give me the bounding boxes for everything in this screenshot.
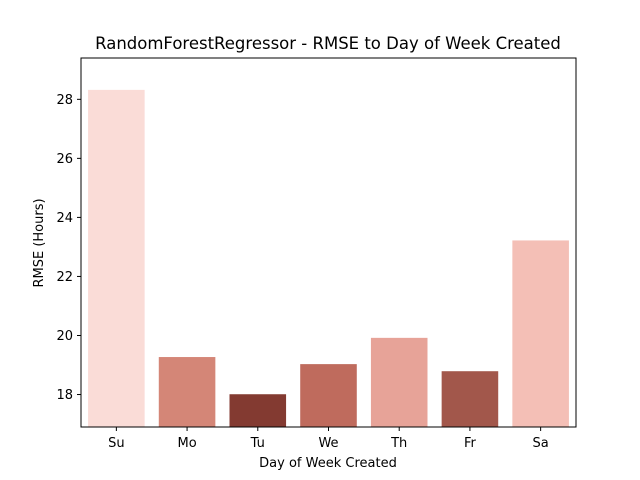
y-tick-label: 26 (56, 152, 73, 167)
x-tick-label: Fr (464, 436, 477, 451)
bar-we (300, 364, 357, 427)
bar-th (370, 337, 428, 427)
plot-frame (80, 57, 577, 428)
x-tick-label: Su (108, 436, 125, 451)
x-tick-label: Mo (177, 436, 196, 451)
y-tick-label: 24 (56, 211, 73, 226)
y-tick-label: 28 (56, 93, 73, 108)
bar-tu (229, 394, 287, 427)
bar-su (88, 89, 145, 428)
y-tick-label: 22 (56, 270, 73, 285)
bar-fr (441, 371, 499, 427)
bar-mo (158, 357, 216, 427)
x-tick-label: Th (390, 436, 407, 451)
y-tick-label: 20 (56, 329, 73, 344)
x-tick-label: Tu (250, 436, 265, 451)
plot-area: Su Mo Tu We Th Fr Sa 18 20 22 24 26 28 (56, 57, 577, 451)
x-axis-label: Day of Week Created (259, 456, 397, 471)
chart-title: RandomForestRegressor - RMSE to Day of W… (95, 34, 561, 53)
y-tick-label: 18 (56, 388, 73, 403)
y-axis-label: RMSE (Hours) (32, 198, 47, 287)
bar-sa (512, 240, 569, 427)
x-tick-label: We (318, 436, 338, 451)
x-tick-label: Sa (533, 436, 549, 451)
